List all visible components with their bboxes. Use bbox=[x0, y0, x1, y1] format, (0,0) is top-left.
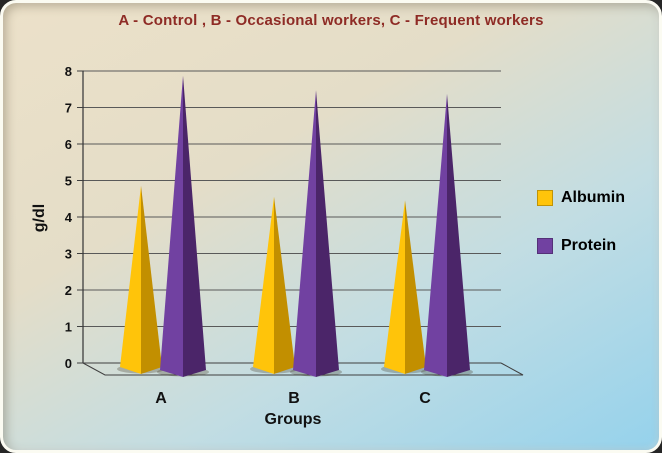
protein-swatch-icon bbox=[537, 238, 553, 254]
pyramid-protein-left-face bbox=[424, 93, 447, 378]
pyramid-albumin-right-face bbox=[274, 196, 295, 374]
chart-legend: Albumin Protein bbox=[537, 189, 625, 255]
pyramid-protein-left-face bbox=[293, 90, 316, 377]
legend-item-protein: Protein bbox=[537, 237, 625, 255]
y-tick-label: 3 bbox=[65, 247, 72, 262]
chart-plot-area: 0 1 2 3 4 5 6 7 8 A B C bbox=[65, 64, 524, 407]
pyramid-protein-left-face bbox=[160, 75, 183, 378]
pyramid-protein-right-face bbox=[447, 93, 470, 378]
y-tick-label: 4 bbox=[65, 210, 73, 225]
x-axis-title: Groups bbox=[264, 411, 322, 428]
legend-label-albumin: Albumin bbox=[561, 189, 625, 206]
pyramid-albumin-right-face bbox=[141, 185, 162, 374]
y-tick-label: 2 bbox=[65, 283, 72, 298]
y-tick-label: 6 bbox=[65, 137, 72, 152]
pyramid-protein-right-face bbox=[183, 75, 206, 378]
albumin-swatch-icon bbox=[537, 190, 553, 206]
y-tick-label: 8 bbox=[65, 64, 72, 79]
pyramid-albumin-left-face bbox=[384, 200, 405, 374]
y-tick-label: 0 bbox=[65, 356, 72, 371]
pyramid-protein-right-face bbox=[316, 90, 339, 377]
pyramid-albumin-left-face bbox=[120, 185, 141, 374]
category-label: B bbox=[288, 390, 300, 407]
category-label: A bbox=[155, 390, 167, 407]
chart-title: A - Control , B - Occasional workers, C … bbox=[118, 12, 544, 29]
y-tick-label: 1 bbox=[65, 320, 72, 335]
legend-item-albumin: Albumin bbox=[537, 189, 625, 207]
legend-label-protein: Protein bbox=[561, 237, 617, 254]
y-tick-label: 7 bbox=[65, 101, 72, 116]
pyramid-albumin-left-face bbox=[253, 196, 274, 374]
pyramid-albumin-right-face bbox=[405, 200, 426, 374]
category-label: C bbox=[419, 390, 431, 407]
y-tick-label: 5 bbox=[65, 174, 72, 189]
